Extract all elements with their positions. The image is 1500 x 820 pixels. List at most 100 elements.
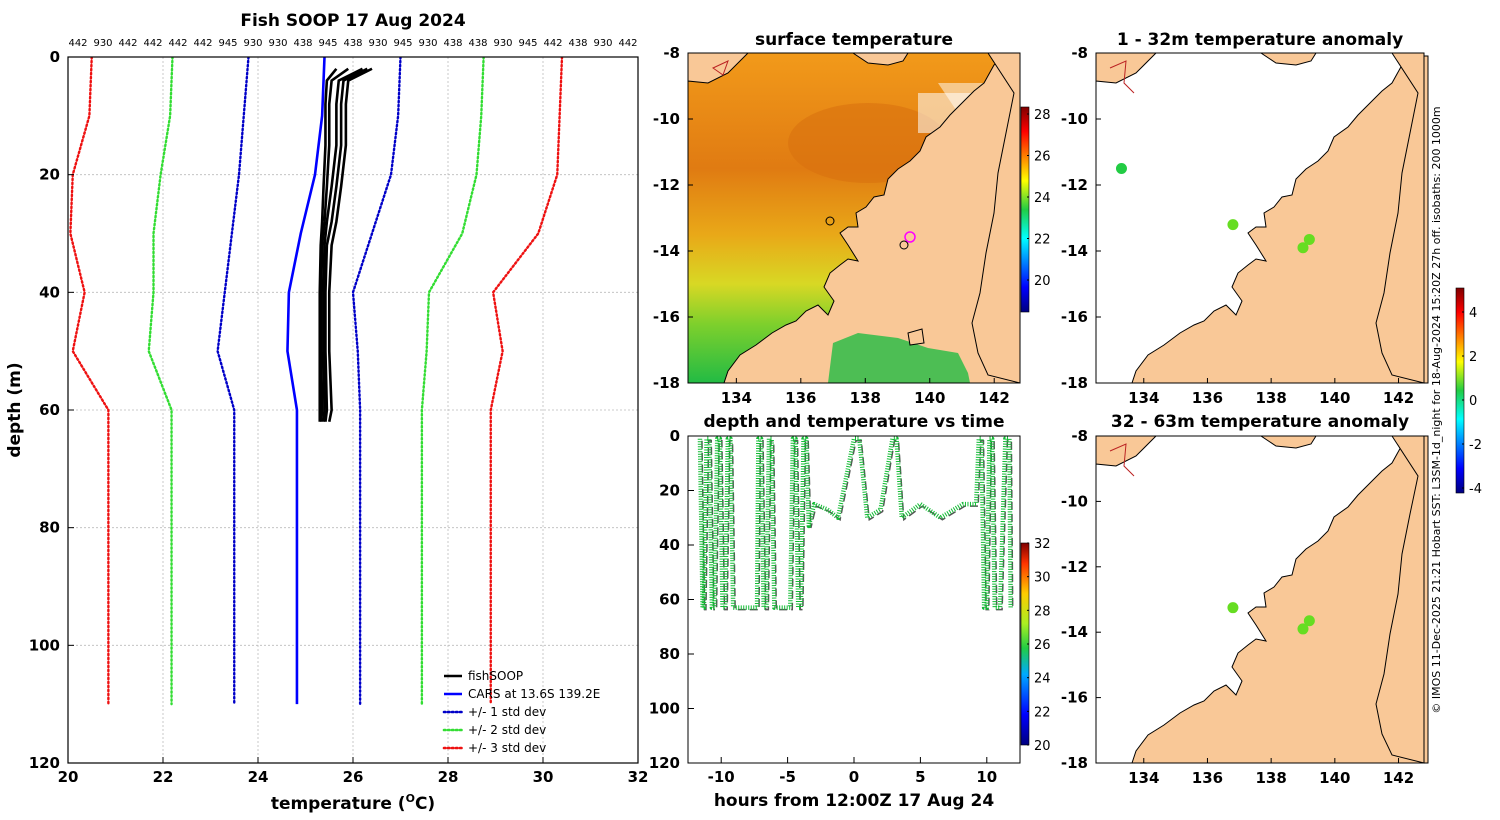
profile-ytick-label: 100 bbox=[29, 636, 60, 654]
anom-colorbar-label: 4 bbox=[1469, 306, 1477, 321]
profile-top-label: 442 bbox=[168, 38, 187, 49]
time-colorbar-label: 24 bbox=[1034, 672, 1051, 687]
anom1-point bbox=[1297, 242, 1309, 254]
map-ytick-label: -8 bbox=[663, 44, 680, 62]
profile-top-label: 945 bbox=[393, 38, 412, 49]
profile-top-label: 442 bbox=[193, 38, 212, 49]
sst-colorbar-label: 26 bbox=[1034, 150, 1051, 165]
side-caption: © IMOS 11-Dec-2025 21:21 Hobart SST: L3S… bbox=[1430, 106, 1443, 713]
legend-label: +/- 2 std dev bbox=[468, 723, 546, 737]
profile-top-label: 438 bbox=[343, 38, 362, 49]
profile-ytick-label: 20 bbox=[39, 166, 60, 184]
anom2-ticks: 134 136 138 140 142 -8 -10 -12 -14 -16 -18 bbox=[1061, 427, 1414, 787]
profile-top-label: 438 bbox=[568, 38, 587, 49]
sst-ticks: 134 136 138 140 142 -8 -10 -12 -14 -16 -18 bbox=[653, 44, 1010, 407]
anom-colorbar-ticks: 4 2 0 -2 -4 bbox=[1462, 306, 1482, 497]
profile-title: Fish SOOP 17 Aug 2024 bbox=[240, 11, 466, 31]
anom-colorbar-label: 0 bbox=[1469, 394, 1477, 409]
fishsoop-profile-line bbox=[322, 67, 364, 422]
anom1-panel: 1 - 32m temperature anomaly 134 136 138 140… bbox=[1061, 30, 1429, 407]
anom1-point bbox=[1115, 163, 1127, 174]
time-colorbar-label: 28 bbox=[1034, 604, 1051, 619]
anom-colorbar bbox=[1455, 287, 1465, 494]
map-xtick-label: 134 bbox=[1128, 769, 1159, 787]
profile-top-label: 930 bbox=[593, 38, 612, 49]
map-xtick-label: 140 bbox=[1319, 769, 1350, 787]
anom1-axes-frame bbox=[1095, 52, 1425, 384]
profile-ylabel: depth (m) bbox=[5, 362, 25, 457]
map-ytick-label: -14 bbox=[1061, 242, 1088, 260]
profile-xtick-label: 32 bbox=[628, 768, 649, 786]
map-xtick-label: 138 bbox=[850, 389, 881, 407]
profile-top-label: 945 bbox=[518, 38, 537, 49]
profile-top-label: 930 bbox=[418, 38, 437, 49]
time-xtick-label: -10 bbox=[708, 768, 735, 786]
sst-colorbar-label: 20 bbox=[1034, 274, 1051, 289]
map-ytick-label: -14 bbox=[1061, 623, 1088, 641]
sst-island bbox=[907, 328, 925, 346]
profile-top-label: 442 bbox=[143, 38, 162, 49]
map-xtick-label: 136 bbox=[1192, 769, 1223, 787]
anom2-title: 32 - 63m temperature anomaly bbox=[1111, 412, 1409, 432]
map-xtick-label: 136 bbox=[785, 389, 816, 407]
anom2-point bbox=[1227, 602, 1239, 614]
std-dev-line-1 bbox=[216, 57, 250, 706]
anom2-axes-frame bbox=[1095, 435, 1425, 764]
time-ytick-label: 120 bbox=[649, 754, 680, 772]
profile-xlabel: temperature (OC) bbox=[271, 792, 435, 814]
map-ytick-label: -18 bbox=[653, 374, 680, 392]
profile-ticks: 20 22 24 26 28 30 32 0 20 40 60 80 100 120 bbox=[29, 48, 649, 786]
profile-xtick-label: 22 bbox=[153, 768, 174, 786]
map-xtick-label: 140 bbox=[1319, 389, 1350, 407]
anom1-title: 1 - 32m temperature anomaly bbox=[1117, 30, 1403, 50]
map-xtick-label: 142 bbox=[1383, 389, 1414, 407]
anom-colorbar-label: -2 bbox=[1469, 438, 1482, 453]
anom1-isobath bbox=[1109, 60, 1135, 94]
time-ytick-label: 40 bbox=[659, 536, 680, 554]
anom1-point bbox=[1303, 233, 1315, 245]
profile-top-label: 945 bbox=[318, 38, 337, 49]
time-xtick-label: -5 bbox=[779, 768, 796, 786]
profile-top-label: 442 bbox=[118, 38, 137, 49]
map-ytick-label: -18 bbox=[1061, 374, 1088, 392]
time-series bbox=[697, 436, 1014, 611]
profile-top-label: 930 bbox=[493, 38, 512, 49]
std-dev-line-3 bbox=[147, 57, 174, 706]
profile-top-label: 438 bbox=[468, 38, 487, 49]
legend-label: fishSOOP bbox=[468, 669, 523, 683]
map-ytick-label: -16 bbox=[1061, 308, 1088, 326]
map-ytick-label: -14 bbox=[653, 242, 680, 260]
map-xtick-label: 134 bbox=[1128, 389, 1159, 407]
anom1-ticks: 134 136 138 140 142 -8 -10 -12 -14 -16 -18 bbox=[1061, 44, 1414, 407]
time-reference-track bbox=[701, 439, 1014, 611]
anom2-isobath bbox=[1109, 443, 1135, 477]
profile-top-label: 930 bbox=[93, 38, 112, 49]
profile-ytick-label: 40 bbox=[39, 283, 60, 301]
profile-ytick-label: 60 bbox=[39, 401, 60, 419]
time-ytick-label: 100 bbox=[649, 700, 680, 718]
sst-track-marker-3 bbox=[825, 216, 835, 226]
std-dev-line-2 bbox=[351, 57, 402, 706]
sst-axes-frame bbox=[687, 52, 1021, 384]
time-axes-frame bbox=[687, 435, 1021, 764]
map-ytick-label: -8 bbox=[1071, 44, 1088, 62]
anom2-point bbox=[1297, 623, 1309, 635]
profile-top-label: 442 bbox=[543, 38, 562, 49]
anom-colorbar-label: -4 bbox=[1469, 482, 1482, 497]
sst-colorbar-label: 24 bbox=[1034, 191, 1051, 206]
sst-isobath bbox=[712, 60, 729, 76]
sst-colorbar-ticks: 28 26 24 22 20 bbox=[1027, 108, 1051, 289]
map-xtick-label: 136 bbox=[1192, 389, 1223, 407]
fishsoop-profile-line bbox=[324, 67, 368, 422]
fishsoop-profile-line bbox=[319, 67, 350, 422]
map-xtick-label: 142 bbox=[979, 389, 1010, 407]
profile-top-label: 930 bbox=[243, 38, 262, 49]
time-panel: depth and temperature vs time -10 -5 0 5 100… bbox=[649, 412, 1051, 811]
map-ytick-label: -10 bbox=[1061, 110, 1088, 128]
anom2-panel: 32 - 63m temperature anomaly 134 136 138 14… bbox=[1061, 412, 1429, 787]
time-temperature-track bbox=[697, 436, 1013, 610]
std-dev-line-6 bbox=[489, 57, 564, 706]
map-ytick-label: -18 bbox=[1061, 754, 1088, 772]
profile-top-label: 438 bbox=[443, 38, 462, 49]
